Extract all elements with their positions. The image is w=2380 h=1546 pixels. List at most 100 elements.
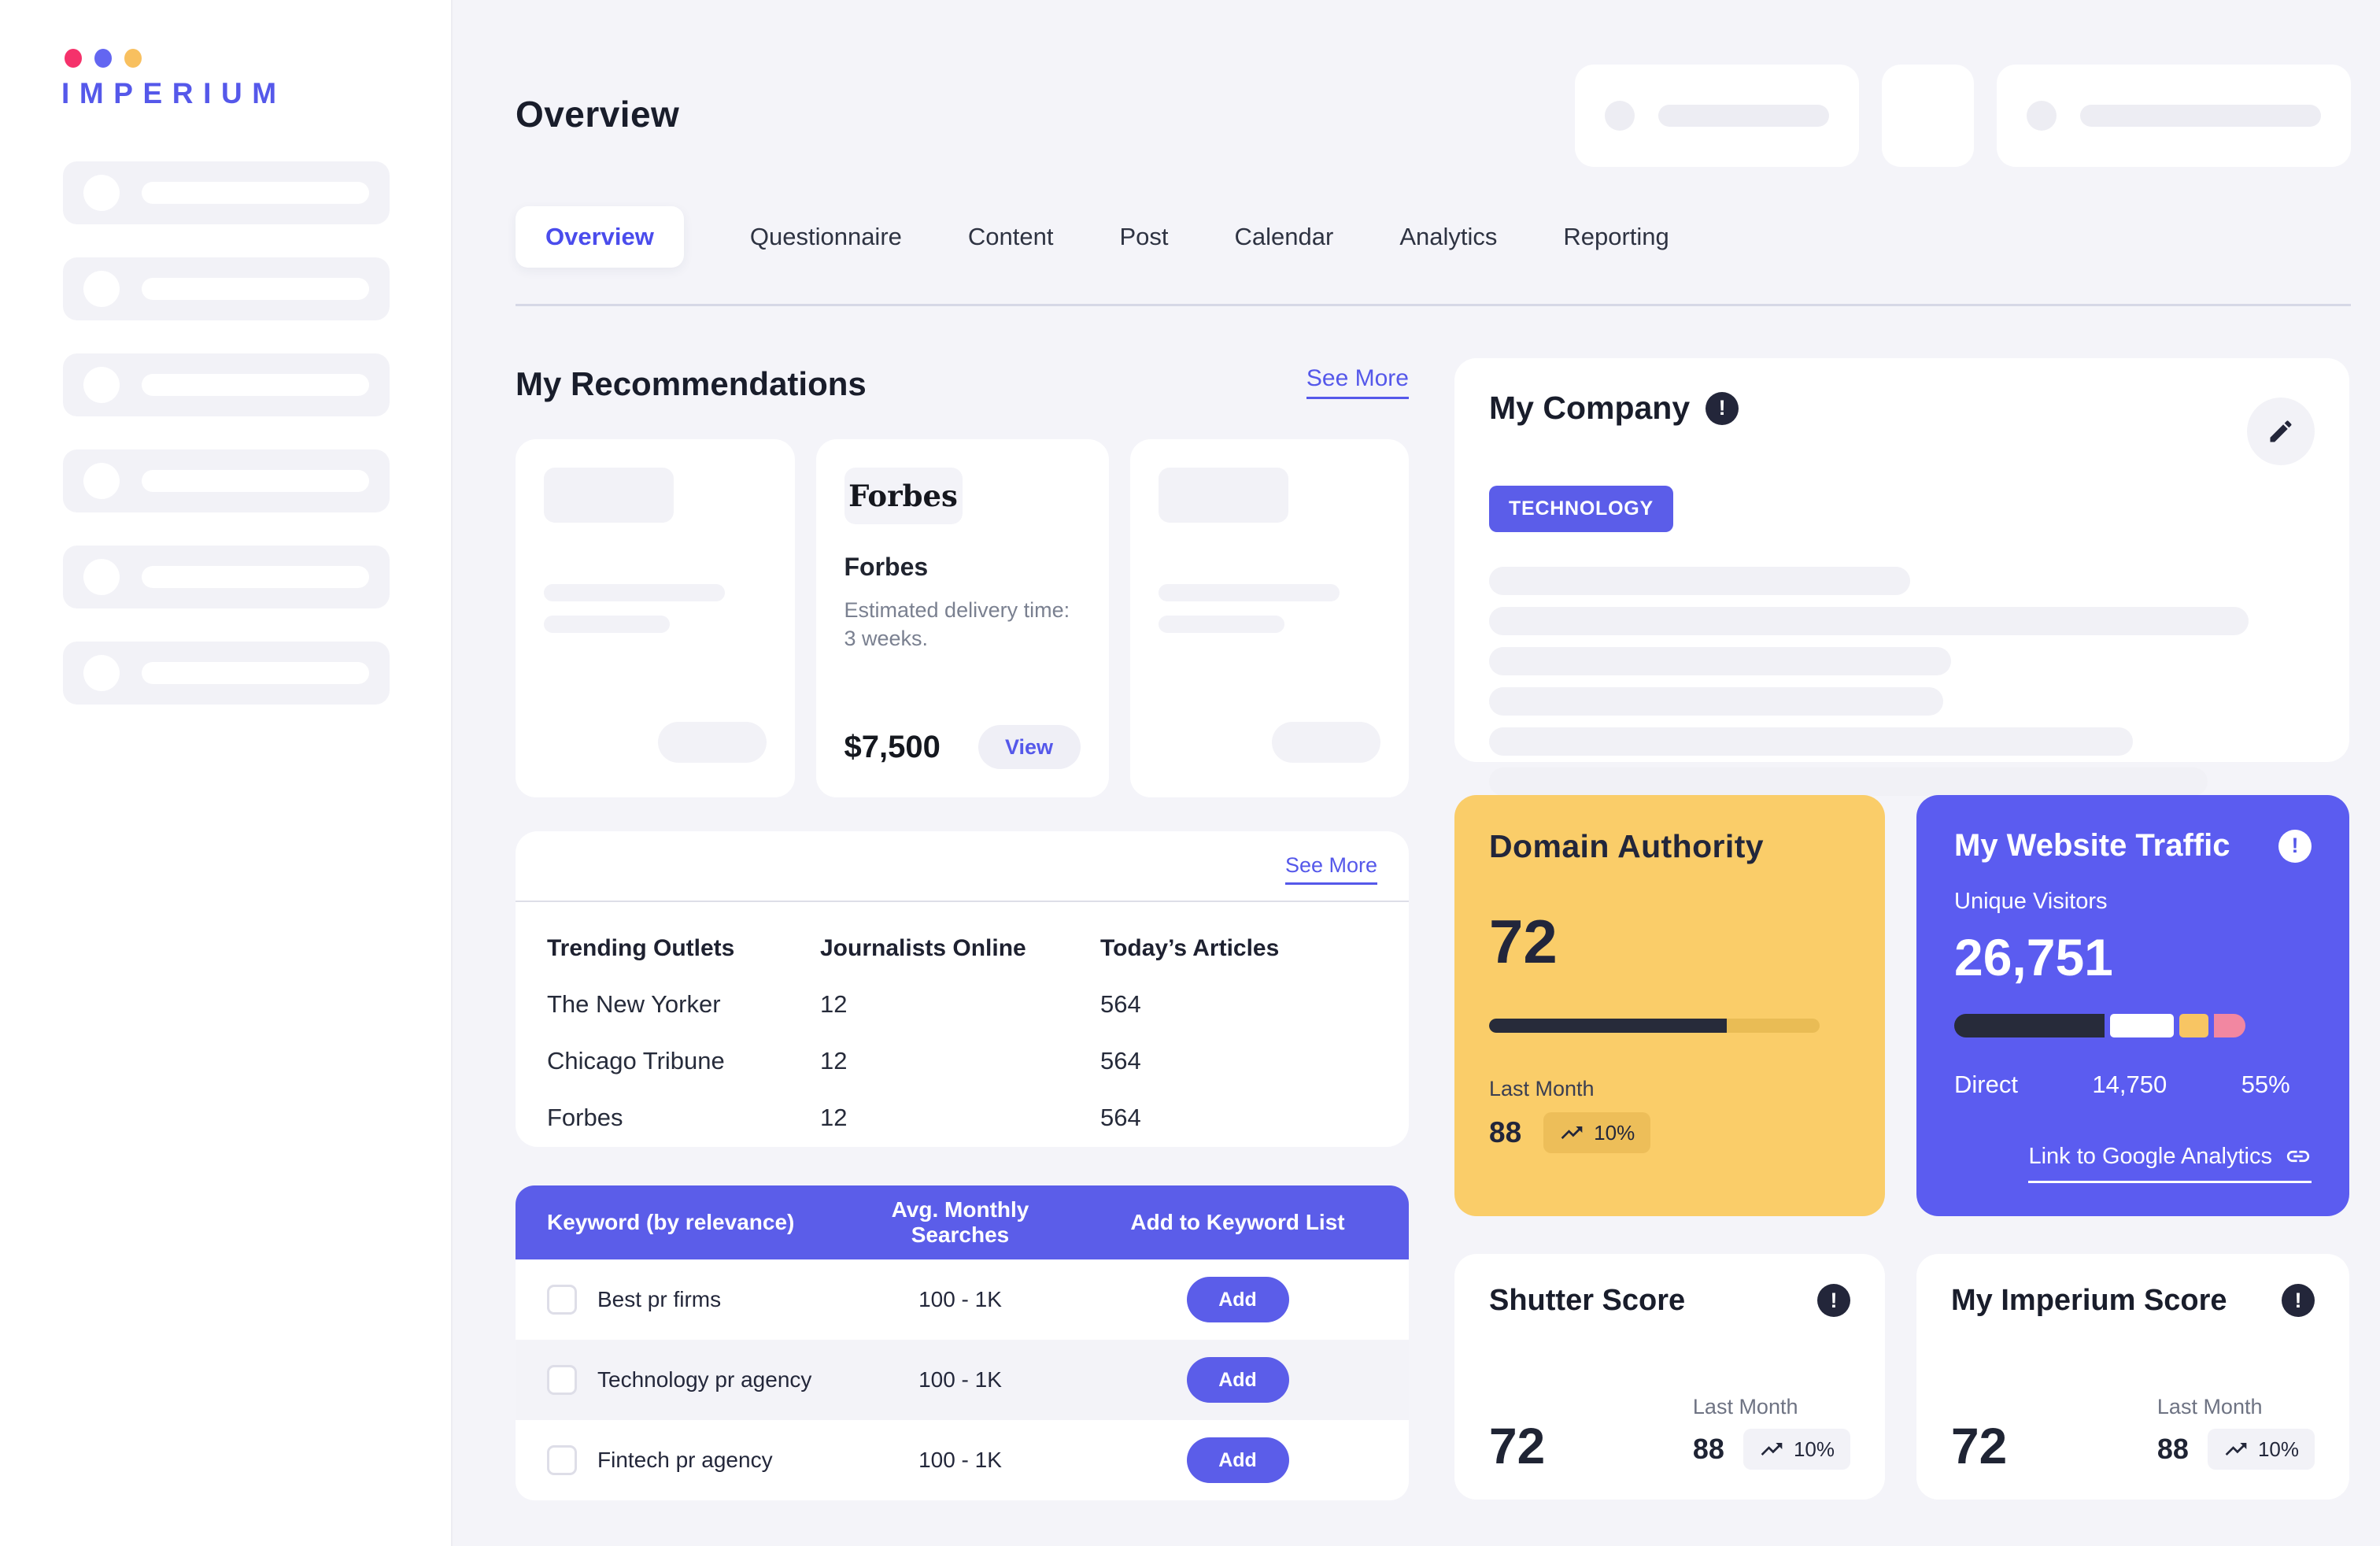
sidebar: IMPERIUM: [0, 0, 453, 1546]
tab-post[interactable]: Post: [1119, 223, 1169, 250]
last-month-label: Last Month: [1489, 1077, 1595, 1100]
skeleton-button: [1272, 722, 1380, 763]
trending-see-more-link[interactable]: See More: [1284, 853, 1377, 885]
header-widget-skeleton-square[interactable]: [1882, 65, 1974, 167]
journalists-cell: 12: [820, 1047, 848, 1074]
view-button[interactable]: View: [978, 725, 1081, 769]
recommendation-card-skeleton[interactable]: [1129, 439, 1409, 797]
domain-authority-score: 72: [1489, 907, 1558, 976]
change-value: 10%: [1793, 1437, 1835, 1461]
pencil-icon: [2270, 420, 2292, 442]
sidebar-item-skeleton[interactable]: [63, 353, 390, 416]
tab-questionnaire[interactable]: Questionnaire: [749, 223, 902, 250]
sidebar-item-skeleton[interactable]: [63, 161, 390, 224]
info-icon[interactable]: !: [2282, 1284, 2315, 1317]
skeleton-line: [1489, 567, 1910, 595]
recommendation-card-skeleton[interactable]: [516, 439, 795, 797]
skeleton-label: [142, 566, 369, 588]
skeleton-button: [657, 722, 767, 763]
tab-overview[interactable]: Overview: [516, 206, 684, 268]
skeleton-line: [1158, 584, 1340, 601]
skeleton-line: [1489, 607, 2249, 635]
skeleton-line: [544, 616, 670, 633]
imperium-score-card: My Imperium Score ! 72 Last Month 88 10%: [1916, 1254, 2349, 1500]
keyword-checkbox[interactable]: [547, 1285, 577, 1315]
logo-dot: [65, 49, 82, 68]
last-month-value: 88: [2156, 1433, 2189, 1465]
tab-calendar[interactable]: Calendar: [1234, 223, 1334, 250]
traffic-source-row: Direct 14,750 55%: [1954, 1071, 2290, 1099]
sidebar-item-skeleton[interactable]: [63, 642, 390, 705]
column-header: Today’s Articles: [1100, 935, 1280, 961]
keyword-label: Fintech pr agency: [597, 1448, 773, 1472]
skeleton-label: [142, 662, 369, 684]
searches-cell: 100 - 1K: [918, 1287, 1002, 1311]
keyword-checkbox[interactable]: [547, 1365, 577, 1395]
skeleton-icon: [83, 559, 120, 595]
table-row: Forbes 12 564: [547, 1104, 1377, 1132]
recommendations-see-more-link[interactable]: See More: [1306, 365, 1409, 399]
change-value: 10%: [2257, 1437, 2299, 1461]
company-description-skeleton: [1489, 567, 2315, 796]
logo-dots: [65, 49, 286, 68]
tab-reporting[interactable]: Reporting: [1563, 223, 1669, 250]
skeleton-icon: [83, 655, 120, 691]
header-widget-skeleton[interactable]: [1575, 65, 1859, 167]
keyword-row: Best pr firms 100 - 1K Add: [516, 1259, 1409, 1340]
tab-content[interactable]: Content: [967, 223, 1054, 250]
outlet-cell: Forbes: [547, 1104, 623, 1131]
trend-up-icon: [2225, 1443, 2247, 1455]
add-keyword-button[interactable]: Add: [1186, 1437, 1289, 1483]
add-keyword-button[interactable]: Add: [1186, 1277, 1289, 1322]
brand-name: IMPERIUM: [61, 77, 286, 109]
last-month-label: Last Month: [2156, 1395, 2263, 1418]
skeleton-label: [2080, 105, 2321, 127]
domain-authority-progress-fill: [1489, 1019, 1728, 1033]
source-percent: 55%: [2241, 1071, 2290, 1098]
info-icon[interactable]: !: [1706, 391, 1739, 425]
sidebar-nav: [63, 161, 390, 705]
outlet-description: Estimated delivery time: 3 weeks.: [844, 598, 1070, 651]
searches-cell: 100 - 1K: [918, 1367, 1002, 1392]
trending-divider: [516, 901, 1409, 902]
skeleton-line: [1489, 727, 2134, 756]
recommendations-header: My Recommendations See More: [516, 365, 1409, 403]
outlet-name: Forbes: [844, 553, 929, 581]
traffic-bar-segment-organic: [2110, 1014, 2174, 1037]
last-month-label: Last Month: [1692, 1395, 1798, 1418]
imperium-score-value: 72: [1951, 1418, 2008, 1475]
skeleton-icon: [83, 271, 120, 307]
add-keyword-button[interactable]: Add: [1186, 1357, 1289, 1403]
tab-analytics[interactable]: Analytics: [1399, 223, 1498, 250]
trend-up-icon: [1761, 1443, 1783, 1455]
sidebar-item-skeleton[interactable]: [63, 257, 390, 320]
info-icon[interactable]: !: [2278, 829, 2312, 863]
articles-cell: 564: [1100, 1047, 1141, 1074]
sidebar-item-skeleton[interactable]: [63, 546, 390, 608]
logo-dot: [94, 49, 112, 68]
keyword-table-header: Keyword (by relevance) Avg. Monthly Sear…: [516, 1185, 1409, 1259]
traffic-bar-segment-referral: [2179, 1014, 2208, 1037]
edit-company-button[interactable]: [2247, 398, 2315, 465]
column-header: Avg. Monthly Searches: [891, 1197, 1029, 1247]
domain-authority-progress: [1489, 1019, 1820, 1033]
google-analytics-link[interactable]: Link to Google Analytics: [2028, 1143, 2312, 1183]
traffic-stacked-bar: [1954, 1014, 2245, 1037]
source-value: 14,750: [2092, 1071, 2168, 1098]
skeleton-label: [142, 182, 369, 204]
recommendation-cards: Forbes Forbes Estimated delivery time: 3…: [516, 439, 1409, 797]
keyword-label: Technology pr agency: [597, 1367, 812, 1392]
column-header: Keyword (by relevance): [547, 1210, 795, 1234]
sidebar-item-skeleton[interactable]: [63, 449, 390, 512]
info-icon[interactable]: !: [1817, 1284, 1850, 1317]
logo-dot: [124, 49, 142, 68]
imperium-score-title: My Imperium Score: [1951, 1284, 2227, 1317]
skeleton-label: [1658, 105, 1829, 127]
header-widget-skeleton[interactable]: [1997, 65, 2351, 167]
skeleton-line: [1489, 687, 1943, 716]
domain-authority-title: Domain Authority: [1489, 828, 1764, 864]
keyword-checkbox[interactable]: [547, 1445, 577, 1475]
column-header: Trending Outlets: [547, 935, 735, 961]
column-header: Add to Keyword List: [1130, 1210, 1345, 1234]
last-month-value: 88: [1692, 1433, 1724, 1465]
